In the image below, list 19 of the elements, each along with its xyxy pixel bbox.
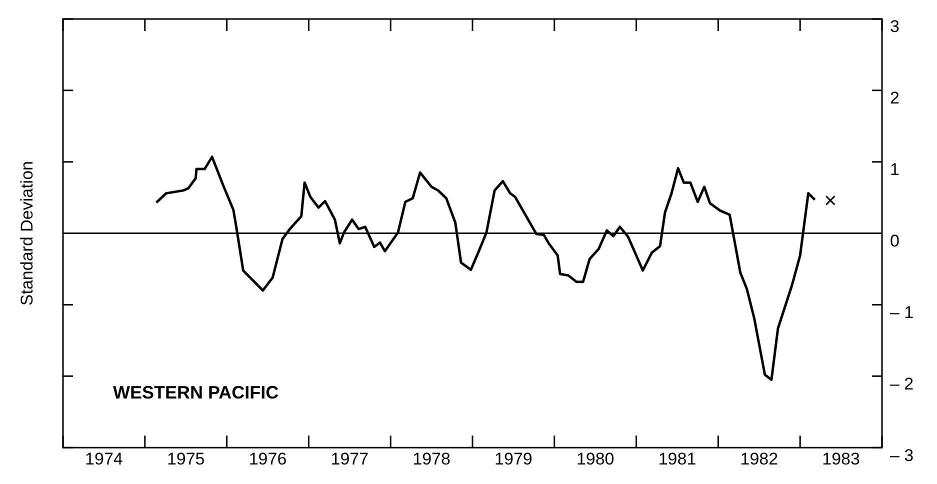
x-tick-label: 1979: [494, 449, 532, 468]
y-tick-label: 2: [890, 88, 900, 108]
x-tick-label: 1976: [248, 449, 287, 468]
x-tick-label: 1974: [85, 449, 123, 468]
y-tick-label: 0: [890, 231, 900, 250]
x-tick-label: 1978: [412, 449, 450, 468]
x-tick-label: 1975: [166, 449, 205, 468]
x-tick-label: 1983: [822, 449, 860, 468]
x-tick-label: 1982: [740, 449, 778, 468]
y-tick-label: – 3: [890, 446, 914, 465]
x-tick-label: 1977: [330, 449, 369, 468]
y-tick-label: 3: [890, 17, 900, 36]
y-axis-title: Standard Deviation: [18, 161, 37, 306]
x-tick-label: 1980: [576, 449, 614, 468]
y-tick-label: 1: [890, 160, 900, 180]
y-tick-label: – 1: [890, 302, 914, 322]
x-tick-label: 1981: [658, 449, 696, 468]
annotation: WESTERN PACIFIC: [113, 382, 279, 403]
y-tick-label: – 2: [890, 374, 914, 394]
